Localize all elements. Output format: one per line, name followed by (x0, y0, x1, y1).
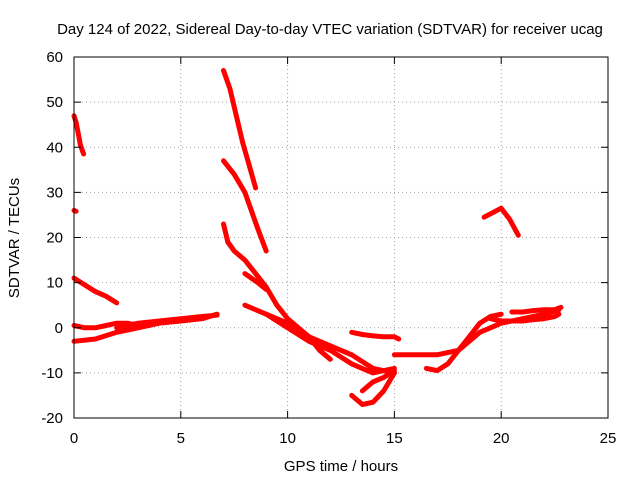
series-arc-20 (481, 205, 521, 238)
ticks (73, 56, 609, 419)
series-arc-10 (242, 271, 269, 292)
y-tick-label: 50 (46, 94, 63, 111)
y-tick-label: 20 (46, 230, 63, 247)
y-tick-label: 30 (46, 184, 63, 201)
x-tick-label: 15 (386, 430, 403, 447)
chart-title: Day 124 of 2022, Sidereal Day-to-day VTE… (57, 21, 603, 38)
series-arc-16 (391, 307, 562, 358)
x-axis-label: GPS time / hours (284, 458, 398, 475)
series-arc-8 (221, 158, 269, 254)
y-tick-label: 60 (46, 49, 63, 66)
series-arc-18 (488, 311, 562, 324)
series-arc-7 (221, 68, 259, 191)
series-arc-15 (359, 368, 397, 394)
tick-labels: 0 5 10 15 20 25 -20 -10 0 10 20 30 40 50 60 (41, 49, 616, 447)
y-tick-label: 10 (46, 275, 63, 292)
x-tick-label: 10 (279, 430, 296, 447)
series-arc-1 (71, 113, 87, 157)
series-arc-13 (349, 370, 397, 407)
y-tick-label: -20 (41, 410, 63, 427)
x-tick-label: 20 (493, 430, 510, 447)
x-tick-label: 25 (600, 430, 617, 447)
x-tick-label: 5 (177, 430, 185, 447)
series-arc-3 (71, 275, 120, 306)
series-arc-6 (114, 312, 220, 331)
series-arc-17 (423, 311, 504, 374)
y-tick-label: 40 (46, 139, 63, 156)
series-arc-14 (349, 329, 402, 342)
y-tick-label: -10 (41, 365, 63, 382)
grid (74, 57, 608, 418)
y-tick-label: 0 (55, 320, 63, 337)
series-layer (71, 68, 564, 407)
x-tick-label: 0 (70, 430, 78, 447)
series-arc-12 (263, 311, 397, 376)
series-arc-19 (509, 304, 564, 315)
y-axis-label: SDTVAR / TECUs (6, 178, 23, 298)
